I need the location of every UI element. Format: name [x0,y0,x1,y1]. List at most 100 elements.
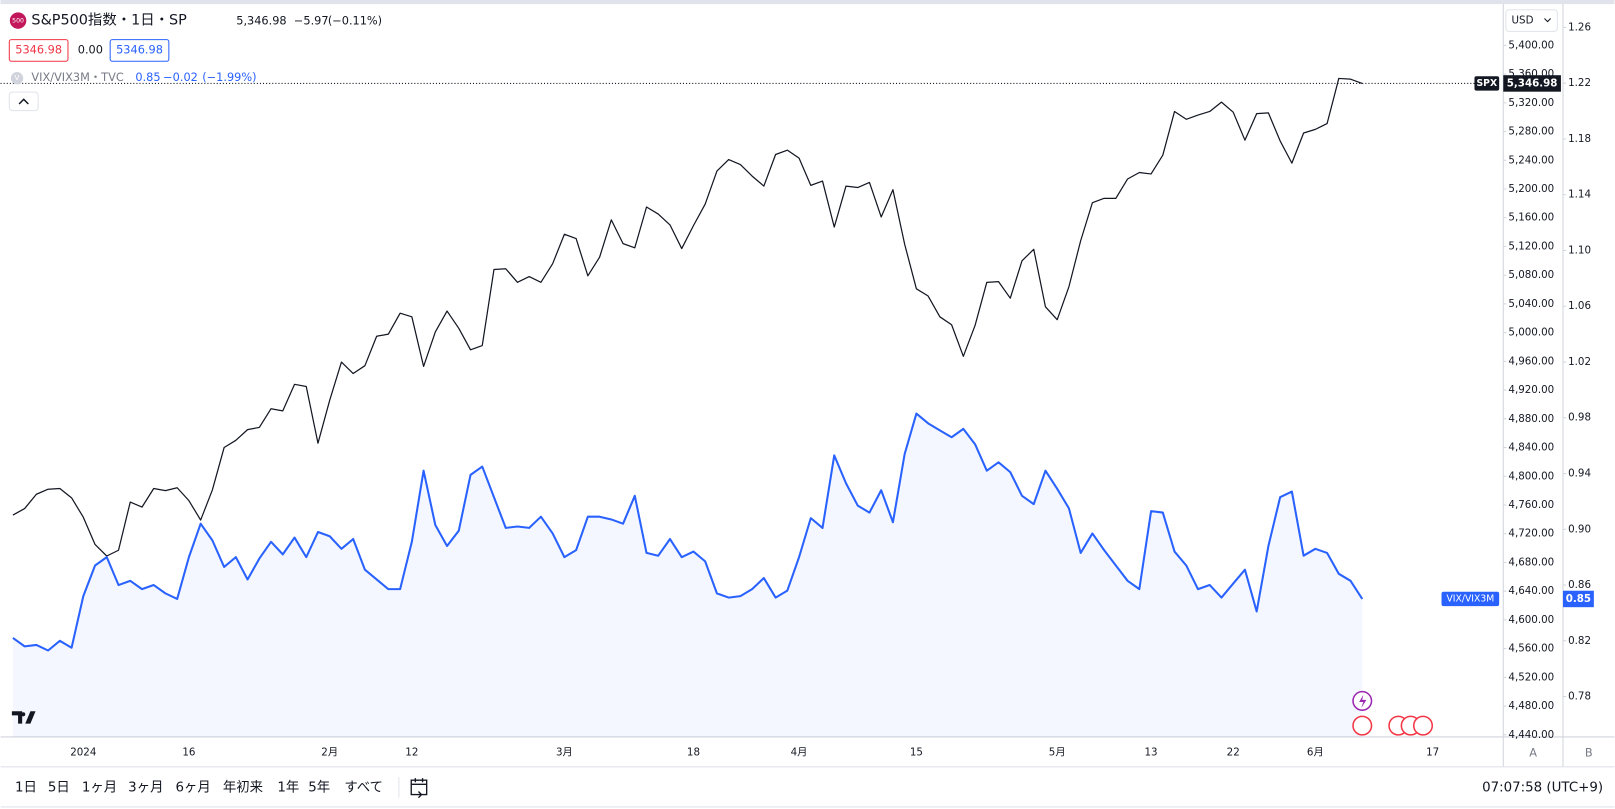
y-tick-label: 4,560.00 [1508,643,1554,655]
series-line [12,77,1363,557]
x-tick-label: 12 [405,746,418,758]
y-tick-label: 4,960.00 [1508,355,1554,367]
dropdown-icon [1544,18,1551,23]
y2-tick-label: 1.22 [1568,77,1591,89]
x-tick-label: 16 [182,746,195,758]
tv-logo-dot [21,712,26,717]
bid-box[interactable] [8,39,69,62]
compare-change-pct: (−1.99%) [202,70,256,84]
y2-tick-label: 0.98 [1568,412,1591,424]
y-tick-label: 5,120.00 [1508,240,1554,252]
ask: 5346.98 [116,42,163,56]
x-tick-label: 17 [1426,746,1439,758]
y-tick-label: 4,680.00 [1508,556,1554,568]
range-button[interactable]: 1日 [15,780,37,795]
range-button[interactable]: 1年 [277,779,299,795]
y2-tick-label: 1.26 [1568,21,1591,33]
y2-tick-label: 0.78 [1568,691,1591,703]
x-tick-label: 4月 [791,746,808,758]
compare-logo [10,72,24,85]
y-tick-label: 4,840.00 [1508,442,1554,454]
x-tick-label: 18 [687,746,700,758]
currency-button[interactable] [1505,9,1558,32]
range-buttons: 1日 5日 1ヶ月 3ヶ月 6ヶ月 年初来 1年 5年 すべて [15,779,383,795]
x-tick-label: 13 [1145,746,1158,758]
y-tick-label: 4,720.00 [1508,528,1554,540]
x-tick-label: 5月 [1049,746,1066,758]
x-tick-label: 15 [910,746,923,758]
last-price: 5,346.98 [236,14,286,28]
range-button[interactable]: 5年 [308,779,330,795]
series-tag-bg [1474,76,1500,91]
y2-tick-label: 1.14 [1568,189,1591,201]
y-tick-label: 4,600.00 [1508,614,1554,626]
x-tick-label: 6月 [1307,746,1324,758]
y-tick-label: 4,520.00 [1508,671,1554,683]
range-button[interactable]: 3ヶ月 [128,780,163,795]
series-tag: SPX [1477,78,1498,89]
price-tags: SPX 5,346.98 VIX/VIX3M 0.85 [1441,75,1594,608]
price-tag-bg [1562,590,1594,608]
y-tick-label: 4,480.00 [1508,700,1554,712]
change: −5.97 [294,14,329,28]
y-tick-label: 5,320.00 [1508,97,1554,109]
symbol-logo [9,12,27,29]
economic-events[interactable] [1352,715,1434,736]
y-tick-label: 5,200.00 [1508,183,1554,195]
tv-logo [11,711,36,724]
collapse-icon [18,98,29,105]
compare-last: 0.85 [135,70,160,84]
goto-date-icon[interactable] [410,778,428,799]
price-tag: 5,346.98 [1507,77,1558,89]
y2-tick-label: 0.86 [1568,579,1591,591]
y2-tick-label: 0.82 [1568,635,1591,647]
scale-a[interactable]: A [1529,745,1537,759]
range-button[interactable]: すべて [344,779,383,795]
y-tick-label: 4,920.00 [1508,384,1554,396]
y-tick-label: 4,880.00 [1508,413,1554,425]
y-tick-label: 5,400.00 [1508,39,1554,51]
y2-tick-label: 1.06 [1568,300,1591,312]
change-pct: (−0.11%) [328,14,382,28]
x-tick-label: 22 [1227,746,1240,758]
series-line [12,412,1364,652]
y2-tick-label: 1.10 [1568,244,1591,256]
range-button[interactable]: 5日 [48,780,70,795]
y-tick-label: 4,440.00 [1508,729,1554,741]
top-border [0,0,1615,5]
logo-text: 500 [12,18,24,25]
currency: USD [1512,15,1534,27]
ask-box[interactable] [109,39,170,62]
plot [0,77,1475,737]
axes: 4,440.00 4,480.00 4,520.00 4,560.00 4,600.00… [70,21,1591,758]
range-button[interactable]: 年初来 [223,779,263,795]
range-button[interactable]: 6ヶ月 [176,780,211,795]
y-tick-label: 4,760.00 [1508,499,1554,511]
scale-b[interactable]: B [1585,745,1593,759]
y2-tick-label: 0.94 [1568,468,1591,480]
series-tag-bg [1441,591,1500,607]
area [12,413,1363,737]
compare-title[interactable]: VIX/VIX3M・TVC [31,70,123,84]
collapse-button[interactable] [8,91,39,112]
y2-tick-label: 1.18 [1568,133,1591,145]
x-tick-label: 3月 [556,746,573,758]
range-button[interactable]: 1ヶ月 [82,780,117,795]
y-tick-label: 5,000.00 [1508,327,1554,339]
clock: 07:07:58 (UTC+9) [1482,780,1603,795]
compare-change: −0.02 [163,70,198,84]
y2-tick-label: 1.02 [1568,356,1591,368]
y-tick-label: 5,160.00 [1508,212,1554,224]
y-tick-label: 5,080.00 [1508,269,1554,281]
y2-tick-label: 0.90 [1568,523,1591,535]
spread: 0.00 [78,42,103,56]
y-tick-label: 5,240.00 [1508,154,1554,166]
x-tick-label: 2月 [321,746,338,758]
symbol-title[interactable]: S&P500指数・1日・SP [31,12,187,29]
price-tag-bg [1503,75,1561,92]
y-tick-label: 4,800.00 [1508,470,1554,482]
compare-logo-text: V [15,73,20,82]
